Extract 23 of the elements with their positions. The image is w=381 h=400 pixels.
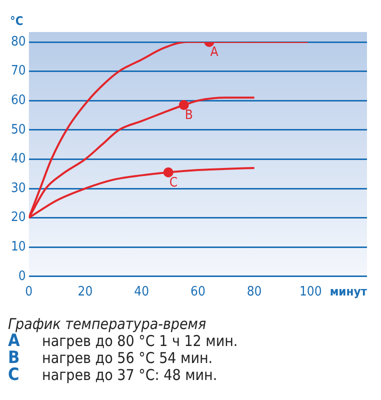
x-tick-label: 60 [190,284,206,300]
text: B нагрев до 56 °C 54 мин. [8,348,213,368]
x-tick-label: 20 [78,284,93,300]
text: A нагрев до 80 °C 1 ч 12 мин. [8,331,238,351]
y-tick-label: 80 [10,34,26,50]
y-tick-label: 60 [10,92,26,108]
y-tick-label: 70 [10,64,26,79]
y-tick-label: 10 [10,239,26,254]
y-tick-label: 50 [10,122,26,138]
y-tick-label: 30 [10,180,26,196]
x-tick-label: 100 [299,284,322,300]
x-axis-title: минут [330,284,368,299]
text: C нагрев до 37 °C: 48 мин. [8,365,218,385]
y-axis-title: °C [10,14,24,28]
x-tick-label: 40 [134,284,150,300]
y-tick-label: 40 [10,152,26,167]
y-tick-label: 0 [18,268,26,284]
annotation: B [184,108,193,123]
text: График температура-время [8,315,208,333]
annotation: C [169,175,178,190]
x-tick-label: 80 [246,284,262,300]
annotation: A [210,44,218,60]
y-tick-label: 20 [10,210,26,226]
